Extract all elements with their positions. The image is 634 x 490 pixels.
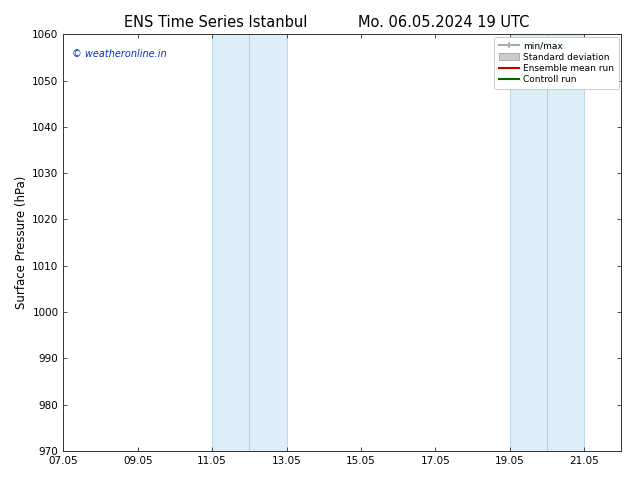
Bar — [510, 34, 584, 451]
Text: ENS Time Series Istanbul: ENS Time Series Istanbul — [124, 15, 307, 30]
Text: © weatheronline.in: © weatheronline.in — [72, 49, 166, 59]
Legend: min/max, Standard deviation, Ensemble mean run, Controll run: min/max, Standard deviation, Ensemble me… — [495, 37, 619, 89]
Y-axis label: Surface Pressure (hPa): Surface Pressure (hPa) — [15, 176, 28, 309]
Bar — [212, 34, 287, 451]
Text: Mo. 06.05.2024 19 UTC: Mo. 06.05.2024 19 UTC — [358, 15, 529, 30]
